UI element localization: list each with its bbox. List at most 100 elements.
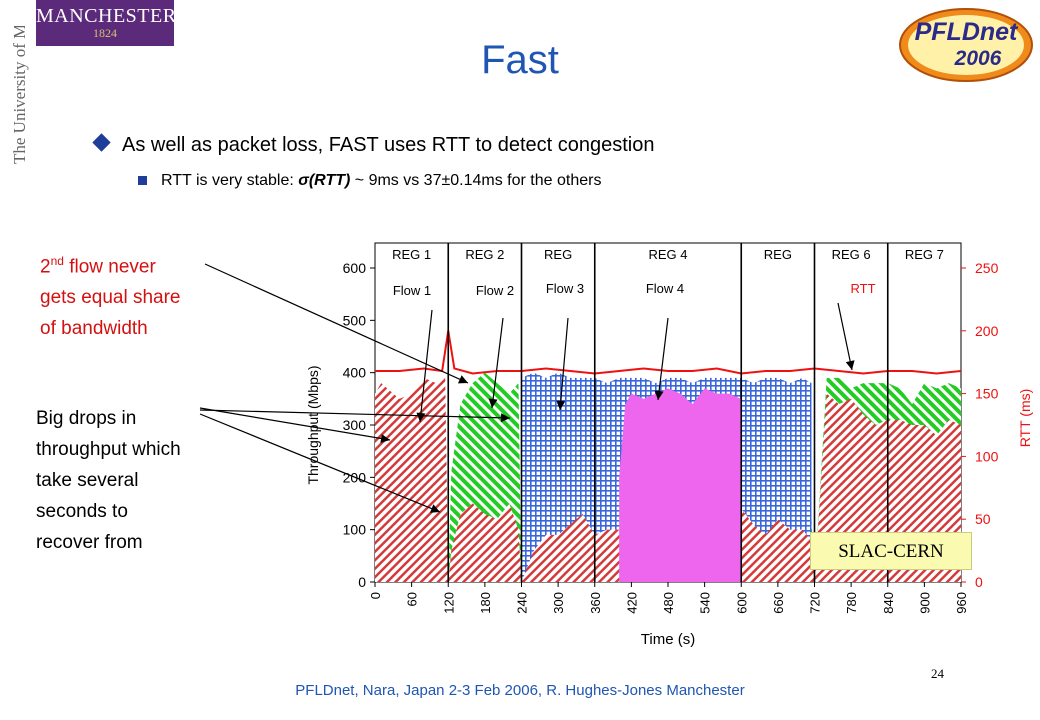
y-axis-label: Throughput (Mbps) (305, 365, 321, 484)
annotation-flow-sup: nd (50, 254, 64, 268)
annotation-drops-line: recover from (36, 532, 143, 553)
link-label-box: SLAC-CERN (810, 532, 972, 570)
annotation-arrows (199, 263, 855, 513)
y2-tick-label: 200 (975, 323, 999, 339)
annotation-drops-line: seconds to (36, 501, 128, 522)
pfldnet-logo: PFLDnet 2006 (899, 8, 1033, 82)
logo-text: MANCHESTER (36, 5, 177, 27)
y2-tick-label: 250 (975, 260, 999, 276)
manchester-logo: MANCHESTER 1824 (36, 0, 177, 46)
annotation-drops-line: take several (36, 470, 139, 491)
x-tick-label: 180 (478, 592, 493, 614)
y2-tick-label: 0 (975, 574, 983, 590)
annotation-arrow (204, 263, 469, 384)
region-label: REG 1 (392, 247, 431, 262)
annotation-drops-line: Big drops in (36, 408, 137, 429)
rtt-series (375, 330, 961, 375)
page-number: 24 (931, 666, 944, 681)
bullet-1-text: As well as packet loss, FAST uses RTT to… (122, 134, 655, 156)
y2-tick-label: 100 (975, 448, 999, 464)
annotation-flow-num: 2 (40, 256, 51, 278)
axes: 0100200300400500600050100150200250060120… (343, 260, 999, 614)
slide-title: Fast (481, 38, 559, 82)
area-flow-4 (619, 388, 742, 582)
arrowhead-icon (457, 375, 468, 384)
y2-tick-label: 150 (975, 386, 999, 402)
x-tick-label: 720 (808, 592, 823, 614)
arrowhead-icon (654, 390, 664, 400)
annotation-arrow (199, 413, 441, 513)
y-tick-label: 100 (343, 522, 367, 538)
logo-year: 1824 (93, 26, 117, 40)
annotation-arrow (199, 409, 511, 419)
pfldnet-logo-line1: PFLDnet (915, 18, 1019, 46)
annotation-big-drops: Big drops in throughput which take sever… (36, 403, 181, 558)
bullet-2: RTT is very stable: σ(RTT) ~ 9ms vs 37±0… (138, 172, 601, 190)
x-tick-label: 600 (734, 592, 749, 614)
x-tick-label: 780 (844, 592, 859, 614)
arrowhead-icon (416, 412, 426, 422)
x-axis-label: Time (s) (641, 631, 695, 648)
arrowhead-icon (488, 398, 498, 408)
annotation-flow-b: flow never (63, 256, 156, 278)
flow-labels: Flow 1 Flow 2 Flow 3 Flow 4 RTT (393, 281, 876, 298)
y2-tick-label: 50 (975, 511, 991, 527)
region-labels: REG 1 REG 2 REG REG 4 REG REG 6 REG 7 (392, 247, 944, 262)
pfldnet-logo-line2: 2006 (954, 47, 1002, 70)
university-vertical-text: The University of Manchester (10, 26, 29, 164)
rtt-label: RTT (850, 281, 875, 296)
rtt-line (375, 330, 961, 375)
x-tick-label: 960 (954, 592, 969, 614)
arrowhead-icon (845, 360, 855, 370)
region-boundaries (447, 243, 889, 582)
region-label: REG 4 (648, 247, 687, 262)
region-label: REG (544, 247, 572, 262)
y-tick-label: 300 (343, 417, 367, 433)
flow-label: Flow 3 (546, 281, 584, 296)
x-tick-label: 660 (771, 592, 786, 614)
annotation-flow-d: of bandwidth (40, 318, 148, 340)
x-tick-label: 0 (368, 592, 383, 599)
annotation-arrow (559, 317, 569, 411)
arrowhead-icon (500, 413, 510, 423)
y-tick-label: 0 (358, 574, 366, 590)
annotation-arrow (837, 302, 853, 371)
annotation-drops-line: throughput which (36, 439, 181, 460)
x-tick-label: 240 (515, 592, 530, 614)
x-tick-label: 900 (917, 592, 932, 614)
bullet-2-prefix: RTT is very stable: (161, 172, 299, 189)
x-tick-label: 480 (661, 592, 676, 614)
flow-label: Flow 2 (476, 283, 514, 298)
bullet-1: As well as packet loss, FAST uses RTT to… (92, 133, 655, 157)
annotation-arrow (419, 309, 433, 423)
region-label: REG 7 (905, 247, 944, 262)
annotation-arrow (199, 407, 391, 441)
x-tick-label: 120 (441, 592, 456, 614)
x-tick-label: 300 (551, 592, 566, 614)
university-vertical-label: The University of Manchester (10, 26, 29, 164)
annotation-flow-c: gets equal share (40, 287, 181, 309)
arrowhead-icon (556, 400, 566, 410)
arrowhead-icon (380, 434, 390, 443)
x-tick-label: 420 (624, 592, 639, 614)
flow-label: Flow 4 (646, 281, 684, 296)
y-tick-label: 600 (343, 260, 367, 276)
y-tick-label: 500 (343, 312, 367, 328)
square-bullet-icon (138, 176, 147, 185)
annotation-arrow (491, 317, 504, 409)
x-tick-label: 840 (881, 592, 896, 614)
bullet-2-suffix: ~ 9ms vs 37±0.14ms for the others (350, 172, 602, 189)
x-tick-label: 540 (698, 592, 713, 614)
x-tick-label: 360 (588, 592, 603, 614)
region-label: REG 6 (832, 247, 871, 262)
x-tick-label: 60 (405, 592, 420, 606)
flow-label: Flow 1 (393, 283, 431, 298)
bullet-2-sigma: σ(RTT) (298, 172, 351, 189)
annotation-second-flow: 2nd flow never gets equal share of bandw… (40, 246, 181, 344)
region-label: REG (764, 247, 792, 262)
footer-text: PFLDnet, Nara, Japan 2-3 Feb 2006, R. Hu… (295, 682, 745, 699)
region-label: REG 2 (465, 247, 504, 262)
y2-axis-label: RTT (ms) (1017, 389, 1033, 448)
annotation-arrow (657, 317, 669, 401)
